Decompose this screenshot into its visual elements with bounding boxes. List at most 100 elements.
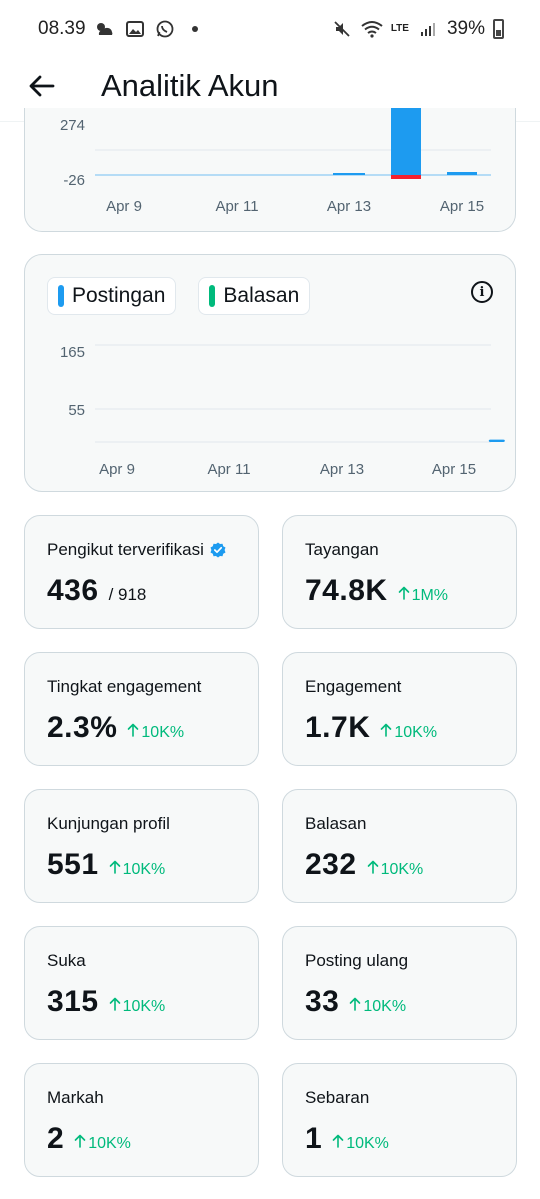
back-button[interactable] — [22, 66, 62, 106]
stat-row: 2.3% 10K% — [47, 711, 236, 745]
stat-label: Pengikut terverifikasi — [47, 540, 236, 560]
stat-row: 315 10K% — [47, 985, 236, 1019]
stat-label: Balasan — [305, 814, 494, 834]
stat-row: 436 / 918 — [47, 574, 236, 608]
legend-balasan[interactable]: Balasan — [198, 277, 311, 315]
stat-row: 1 10K% — [305, 1122, 494, 1156]
stat-card-engagements[interactable]: Engagement 1.7K 10K% — [282, 652, 517, 766]
stat-label-text: Tingkat engagement — [47, 677, 202, 696]
mute-icon — [331, 18, 353, 40]
stat-label-text: Posting ulang — [305, 951, 409, 970]
battery-percent: 39% — [446, 18, 485, 39]
stat-value: 551 — [47, 848, 99, 881]
stat-label-text: Kunjungan profil — [47, 814, 170, 833]
y-tick-274: 274 — [60, 117, 85, 134]
stat-label: Suka — [47, 951, 236, 971]
arrow-up-icon — [381, 723, 392, 737]
stat-change: 10K% — [332, 1134, 389, 1153]
stat-label: Tayangan — [305, 540, 494, 560]
wifi-icon — [361, 18, 383, 40]
arrow-up-icon — [398, 586, 409, 600]
stat-change: 10K% — [367, 860, 423, 879]
stat-card-likes[interactable]: Suka 315 10K% — [24, 926, 259, 1040]
stat-card-impressions[interactable]: Tayangan 74.8K 1M% — [282, 515, 517, 629]
stat-change-text: 10K% — [394, 724, 438, 741]
legend-postingan[interactable]: Postingan — [47, 277, 177, 315]
x-tick-apr11: Apr 11 — [215, 198, 258, 215]
stat-change-text: 10K% — [346, 1135, 389, 1152]
stat-card-replies[interactable]: Balasan 232 10K% — [282, 789, 517, 903]
stat-label: Posting ulang — [305, 951, 494, 971]
stat-label-text: Sebaran — [305, 1088, 370, 1107]
chart-top-bar-small-2 — [447, 172, 477, 175]
x-tick-apr9-b: Apr 9 — [99, 461, 135, 478]
stat-label-text: Pengikut terverifikasi — [47, 540, 204, 559]
arrow-up-icon — [109, 997, 120, 1011]
chart-top-svg: 274 -26 Apr 9 Apr 11 Apr 13 Apr 15 — [60, 108, 491, 215]
stat-row: 551 10K% — [47, 848, 236, 882]
gallery-icon — [124, 18, 146, 40]
stat-change-text: 1M% — [411, 587, 449, 604]
stat-label-text: Tayangan — [305, 540, 379, 559]
stat-card-profile-visits[interactable]: Kunjungan profil 551 10K% — [24, 789, 259, 903]
chart-top-bar-tall — [391, 108, 421, 175]
stat-change: 10K% — [380, 723, 437, 742]
stat-card-verified-followers[interactable]: Pengikut terverifikasi 436 / 918 — [24, 515, 259, 629]
x-tick-apr13-b: Apr 13 — [320, 461, 364, 478]
stat-label-text: Engagement — [305, 677, 402, 696]
stat-change-text: 10K% — [122, 861, 166, 878]
battery-icon — [493, 19, 504, 39]
stat-value: 2.3% — [47, 711, 118, 744]
network-type: LTE — [390, 23, 409, 34]
legend-swatch-balasan — [209, 285, 216, 307]
stat-card-bookmarks[interactable]: Markah 2 10K% — [24, 1063, 259, 1177]
stat-row: 74.8K 1M% — [305, 574, 494, 608]
status-right: LTE 39% — [331, 18, 504, 40]
stat-label-text: Balasan — [305, 814, 367, 833]
stat-row: 232 10K% — [305, 848, 494, 882]
stat-change-text: 10K% — [122, 998, 166, 1015]
chart-card-top: 274 -26 Apr 9 Apr 11 Apr 13 Apr 15 — [24, 108, 516, 232]
stat-change: 10K% — [127, 723, 184, 742]
legend-label-postingan: Postingan — [72, 284, 166, 307]
stat-label: Kunjungan profil — [47, 814, 236, 834]
bar-postingan-7 — [488, 439, 505, 442]
y-tick-165: 165 — [60, 344, 85, 361]
arrow-up-icon — [109, 860, 120, 874]
x-tick-apr9: Apr 9 — [106, 198, 142, 215]
stat-value: 1 — [305, 1122, 323, 1155]
stat-card-engagement-rate[interactable]: Tingkat engagement 2.3% 10K% — [24, 652, 259, 766]
notification-dot-icon — [184, 18, 206, 40]
stat-label: Sebaran — [305, 1088, 494, 1108]
stat-row: 1.7K 10K% — [305, 711, 494, 745]
stat-change: 10K% — [109, 997, 166, 1016]
stat-change-text: 10K% — [141, 724, 185, 741]
arrow-up-icon — [332, 1134, 344, 1148]
verified-badge-icon — [210, 542, 226, 558]
stat-change: 1M% — [398, 586, 448, 605]
weather-icon — [94, 18, 116, 40]
legend-label-balasan: Balasan — [223, 284, 300, 307]
y-tick-neg26: -26 — [63, 172, 85, 189]
chart-top-bar-negative — [391, 175, 421, 179]
stat-change: 10K% — [349, 997, 406, 1016]
stat-value: 436 — [47, 574, 99, 607]
stat-value: 33 — [305, 985, 340, 1018]
stat-row: 33 10K% — [305, 985, 494, 1019]
info-icon[interactable]: i — [471, 281, 493, 303]
stat-card-shares[interactable]: Sebaran 1 10K% — [282, 1063, 517, 1177]
stat-value: 232 — [305, 848, 357, 881]
stat-value: 315 — [47, 985, 99, 1018]
chart-posts-svg: 165 55 Apr 9 Apr 11 Apr 13 Apr 15 — [60, 344, 505, 478]
stat-card-reposts[interactable]: Posting ulang 33 10K% — [282, 926, 517, 1040]
stat-value: 2 — [47, 1122, 65, 1155]
arrow-up-icon — [350, 997, 361, 1011]
arrow-up-icon — [74, 1134, 86, 1148]
stat-change: 10K% — [109, 860, 166, 879]
stat-value: 74.8K — [305, 574, 388, 607]
stat-change-text: 10K% — [363, 998, 407, 1015]
status-time: 08.39 — [38, 18, 86, 39]
stat-row: 2 10K% — [47, 1122, 236, 1156]
x-tick-apr13: Apr 13 — [327, 198, 371, 215]
stat-label: Tingkat engagement — [47, 677, 236, 697]
